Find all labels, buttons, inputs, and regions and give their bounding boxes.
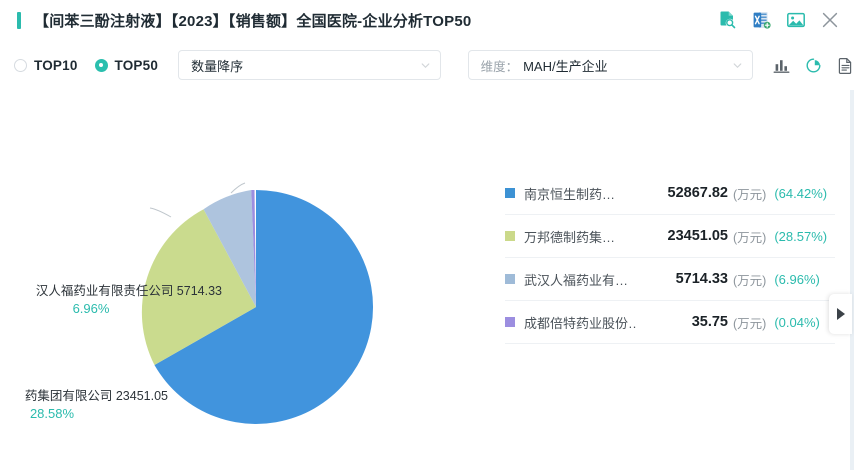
legend-value: 52867.82 (667, 185, 728, 201)
legend-list: 南京恒生制药… 52867.82 (万元) (64.42%) 万邦德制药集… 2… (505, 172, 835, 344)
leader-line-1 (149, 207, 172, 218)
legend-swatch (505, 317, 515, 327)
top-n-radio-group: TOP10 TOP50 (14, 58, 158, 73)
close-icon[interactable] (820, 10, 840, 30)
title-accent-bar (17, 11, 21, 29)
sort-select[interactable]: 数量降序 (178, 50, 441, 80)
excel-export-icon[interactable] (752, 10, 772, 30)
radio-top50-label: TOP50 (114, 57, 159, 73)
leader-line-0 (230, 182, 246, 194)
legend-name: 万邦德制药集… (524, 229, 616, 245)
pie-slice-3[interactable] (251, 189, 256, 307)
table-view-icon[interactable] (837, 57, 854, 74)
legend-percent: (28.57%) (774, 228, 828, 244)
radio-top50-dot (94, 58, 108, 72)
legend-unit: (万元) (733, 273, 767, 288)
chevron-down-icon (421, 62, 429, 68)
radio-top50[interactable]: TOP50 (94, 57, 159, 73)
legend-value: 23451.05 (667, 228, 728, 244)
legend-name: 武汉人福药业有… (524, 272, 629, 288)
dimension-select-value: MAH/生产企业 (523, 58, 608, 74)
legend-row[interactable]: 南京恒生制药… 52867.82 (万元) (64.42%) (505, 172, 835, 215)
chart-toolbar: TOP10 TOP50 数量降序 维度： MAH/生产企业 (0, 40, 854, 90)
dimension-select[interactable]: 维度： MAH/生产企业 (467, 50, 753, 80)
image-export-icon[interactable] (786, 10, 806, 30)
legend-unit: (万元) (733, 187, 767, 202)
legend-swatch (505, 231, 515, 241)
legend-name: 成都倍特药业股份… (524, 315, 636, 331)
doc-search-icon[interactable] (718, 10, 738, 30)
panel-header: 【间苯三酚注射液】【2023】【销售额】全国医院-企业分析TOP50 (0, 0, 854, 40)
radio-top10-label: TOP10 (34, 57, 78, 73)
header-actions (718, 10, 840, 30)
next-page-button[interactable] (829, 294, 852, 334)
pie-slice-1[interactable] (141, 209, 256, 366)
slice-label-wuhan: 汉人福药业有限责任公司 5714.33 6.96% (0, 283, 222, 317)
slice-label-wanbangde-pct: 28.58% (29, 405, 75, 421)
slice-label-wanbangde-text: 药集团有限公司 23451.05 (24, 389, 168, 403)
legend-value: 35.75 (691, 314, 728, 330)
legend-row[interactable]: 成都倍特药业股份… 35.75 (万元) (0.04%) (505, 301, 835, 344)
legend-swatch (505, 274, 515, 284)
sort-select-value: 数量降序 (191, 58, 244, 74)
radio-top10[interactable]: TOP10 (14, 58, 78, 73)
legend-percent: (0.04%) (774, 314, 820, 330)
legend-swatch (505, 188, 515, 198)
bar-chart-icon[interactable] (773, 57, 790, 74)
legend-row[interactable]: 武汉人福药业有… 5714.33 (万元) (6.96%) (505, 258, 835, 301)
pie-chart-icon[interactable] (805, 57, 822, 74)
legend-value: 5714.33 (675, 271, 728, 287)
legend-percent: (6.96%) (774, 271, 820, 287)
radio-top10-dot (14, 58, 27, 72)
triangle-right-icon (836, 308, 845, 320)
pie-chart-area: 汉人福药业有限责任公司 5714.33 6.96% 药集团有限公司 23451.… (0, 90, 500, 470)
pie-slice-2[interactable] (203, 190, 256, 307)
legend-row[interactable]: 万邦德制药集… 23451.05 (万元) (28.57%) (505, 215, 835, 258)
legend-name: 南京恒生制药… (524, 186, 616, 202)
legend-percent: (64.42%) (774, 185, 828, 201)
legend-unit: (万元) (733, 316, 767, 331)
pie-slice-0[interactable] (154, 190, 374, 425)
slice-label-wuhan-text: 汉人福药业有限责任公司 5714.33 (35, 284, 222, 298)
slice-label-wanbangde: 药集团有限公司 23451.05 28.58% (0, 388, 168, 422)
slice-label-wuhan-pct: 6.96% (72, 300, 110, 316)
dimension-select-prefix: 维度： (480, 59, 519, 74)
chevron-down-icon (733, 62, 742, 68)
view-switcher (773, 57, 854, 74)
legend-unit: (万元) (733, 230, 767, 245)
page-title: 【间苯三酚注射液】【2023】【销售额】全国医院-企业分析TOP50 (34, 12, 472, 30)
pie-chart-svg[interactable] (0, 90, 500, 470)
right-scroll-edge (850, 90, 854, 470)
